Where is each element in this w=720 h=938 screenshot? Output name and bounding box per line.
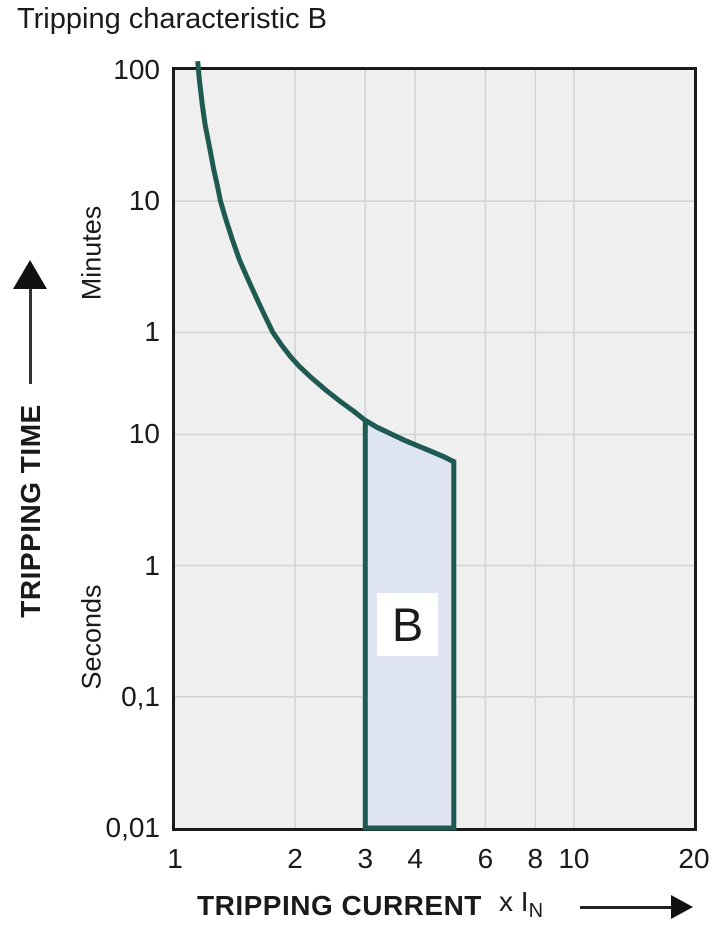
x-tick-label: 1: [167, 843, 183, 874]
tripping-curve: [195, 60, 455, 464]
x-tick-label: 20: [678, 843, 710, 874]
plot-area: [172, 60, 697, 831]
chart-title: Tripping characteristic B: [17, 3, 327, 35]
y-unit-minutes-label: Minutes: [76, 205, 107, 301]
x-tick-label: 4: [407, 843, 423, 874]
x-axis-unit-prefix: x I: [499, 886, 529, 917]
band-label: B: [377, 593, 438, 656]
y-tick-label: 10: [128, 185, 160, 217]
y-tick-label: 0,01: [105, 812, 161, 843]
y-tick-label: 100: [113, 54, 160, 85]
x-tick-label: 8: [527, 843, 544, 874]
y-axis-arrow-line: [29, 288, 32, 384]
y-tick-label: 1: [144, 316, 160, 348]
x-axis-unit: x IN: [499, 886, 543, 923]
chart-canvas: [175, 60, 694, 831]
x-tick-label: 2: [287, 843, 303, 874]
y-tick-label: 0,1: [121, 680, 160, 712]
x-axis-arrow-line: [580, 906, 676, 909]
x-axis-title: TRIPPING CURRENT: [197, 890, 482, 921]
y-tick-label: 1: [144, 549, 160, 581]
y-tick-label: 10: [128, 418, 160, 450]
x-tick-label: 10: [558, 843, 590, 874]
x-axis-arrow-icon: [671, 895, 693, 919]
x-axis-unit-subscript: N: [528, 900, 544, 922]
x-tick-label: 3: [357, 843, 374, 874]
y-axis-title: TRIPPING TIME: [15, 404, 46, 618]
x-tick-label: 6: [477, 843, 494, 874]
y-axis-arrow-icon: [13, 260, 47, 289]
y-unit-seconds-label: Seconds: [76, 584, 107, 690]
